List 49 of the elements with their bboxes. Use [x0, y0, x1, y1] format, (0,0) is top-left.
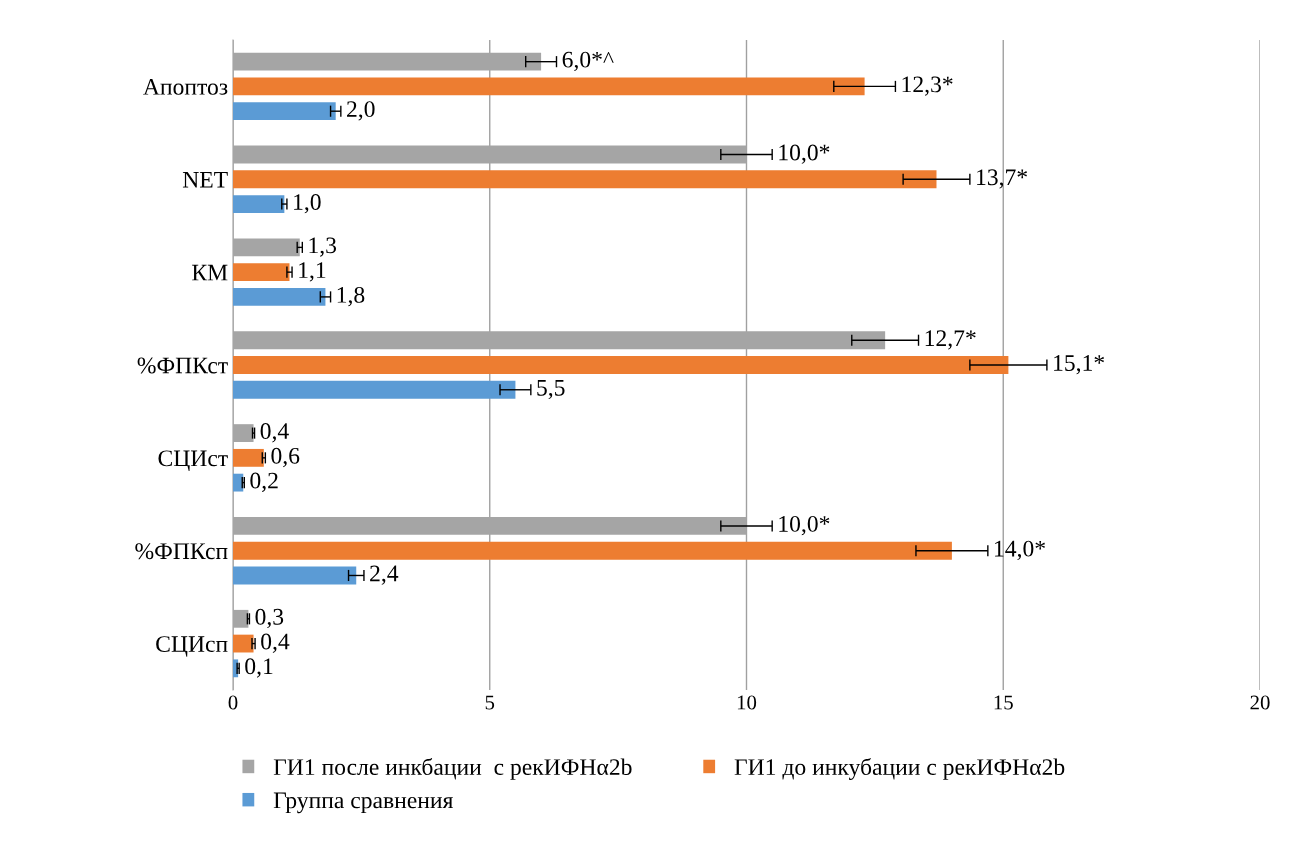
data-label: 12,3* — [902, 76, 953, 96]
data-label: 6,0*^ — [562, 51, 614, 71]
data-label: 10,0* — [779, 515, 830, 536]
bar — [233, 566, 357, 585]
bar — [233, 170, 937, 189]
x-tick-label: 10 — [737, 695, 757, 710]
data-label: 0,2 — [250, 472, 278, 492]
bar — [233, 473, 244, 492]
bar — [233, 356, 1009, 374]
data-label: 0,3 — [255, 608, 284, 629]
bar — [233, 195, 285, 213]
data-label: 15,1* — [1054, 355, 1105, 375]
x-tick-label: 20 — [1250, 695, 1270, 710]
bar — [233, 287, 326, 306]
data-label: 1,8 — [337, 286, 365, 307]
y-tick-label: NET — [182, 172, 228, 188]
data-label: 13,7* — [977, 169, 1027, 189]
y-tick-label: %ФПКсп — [135, 543, 228, 560]
data-label: 0,1 — [245, 658, 273, 678]
data-label: 0,4 — [260, 423, 289, 443]
data-label: 0,4 — [261, 633, 290, 653]
data-label: 12,7* — [925, 330, 976, 350]
data-label: 2,0 — [347, 101, 375, 121]
data-label: 10,0* — [779, 144, 830, 164]
y-tick-label: СЦИсп — [156, 636, 228, 657]
bar — [233, 634, 254, 653]
bar — [233, 77, 865, 96]
data-label: 14,0* — [995, 540, 1045, 561]
data-label: 0,6 — [271, 447, 300, 468]
data-label: 2,4 — [370, 565, 399, 585]
y-tick-label: Апоптоз — [143, 79, 228, 95]
x-tick-label: 0 — [228, 695, 238, 710]
y-tick-label: %ФПКст — [137, 357, 228, 374]
legend-label: ГИ1 до инкубации с рекИФНα2b — [734, 757, 1065, 780]
legend-label: ГИ1 после инкбации с рекИФНα2b — [273, 757, 632, 780]
x-tick-label: 15 — [994, 695, 1013, 710]
data-label: 1,1 — [299, 262, 326, 282]
y-tick-label: СЦИст — [158, 450, 228, 472]
bar — [233, 263, 290, 282]
bar — [233, 448, 264, 467]
data-label: 5,5 — [537, 379, 565, 400]
bar — [233, 380, 516, 399]
legend-label: Группа сравнения — [273, 792, 453, 814]
bar — [233, 102, 336, 121]
data-label: 1,3 — [309, 237, 337, 257]
x-tick-label: 5 — [485, 695, 495, 710]
bar — [233, 541, 952, 560]
data-label: 1,0 — [294, 194, 321, 214]
y-tick-label: КМ — [192, 264, 228, 281]
